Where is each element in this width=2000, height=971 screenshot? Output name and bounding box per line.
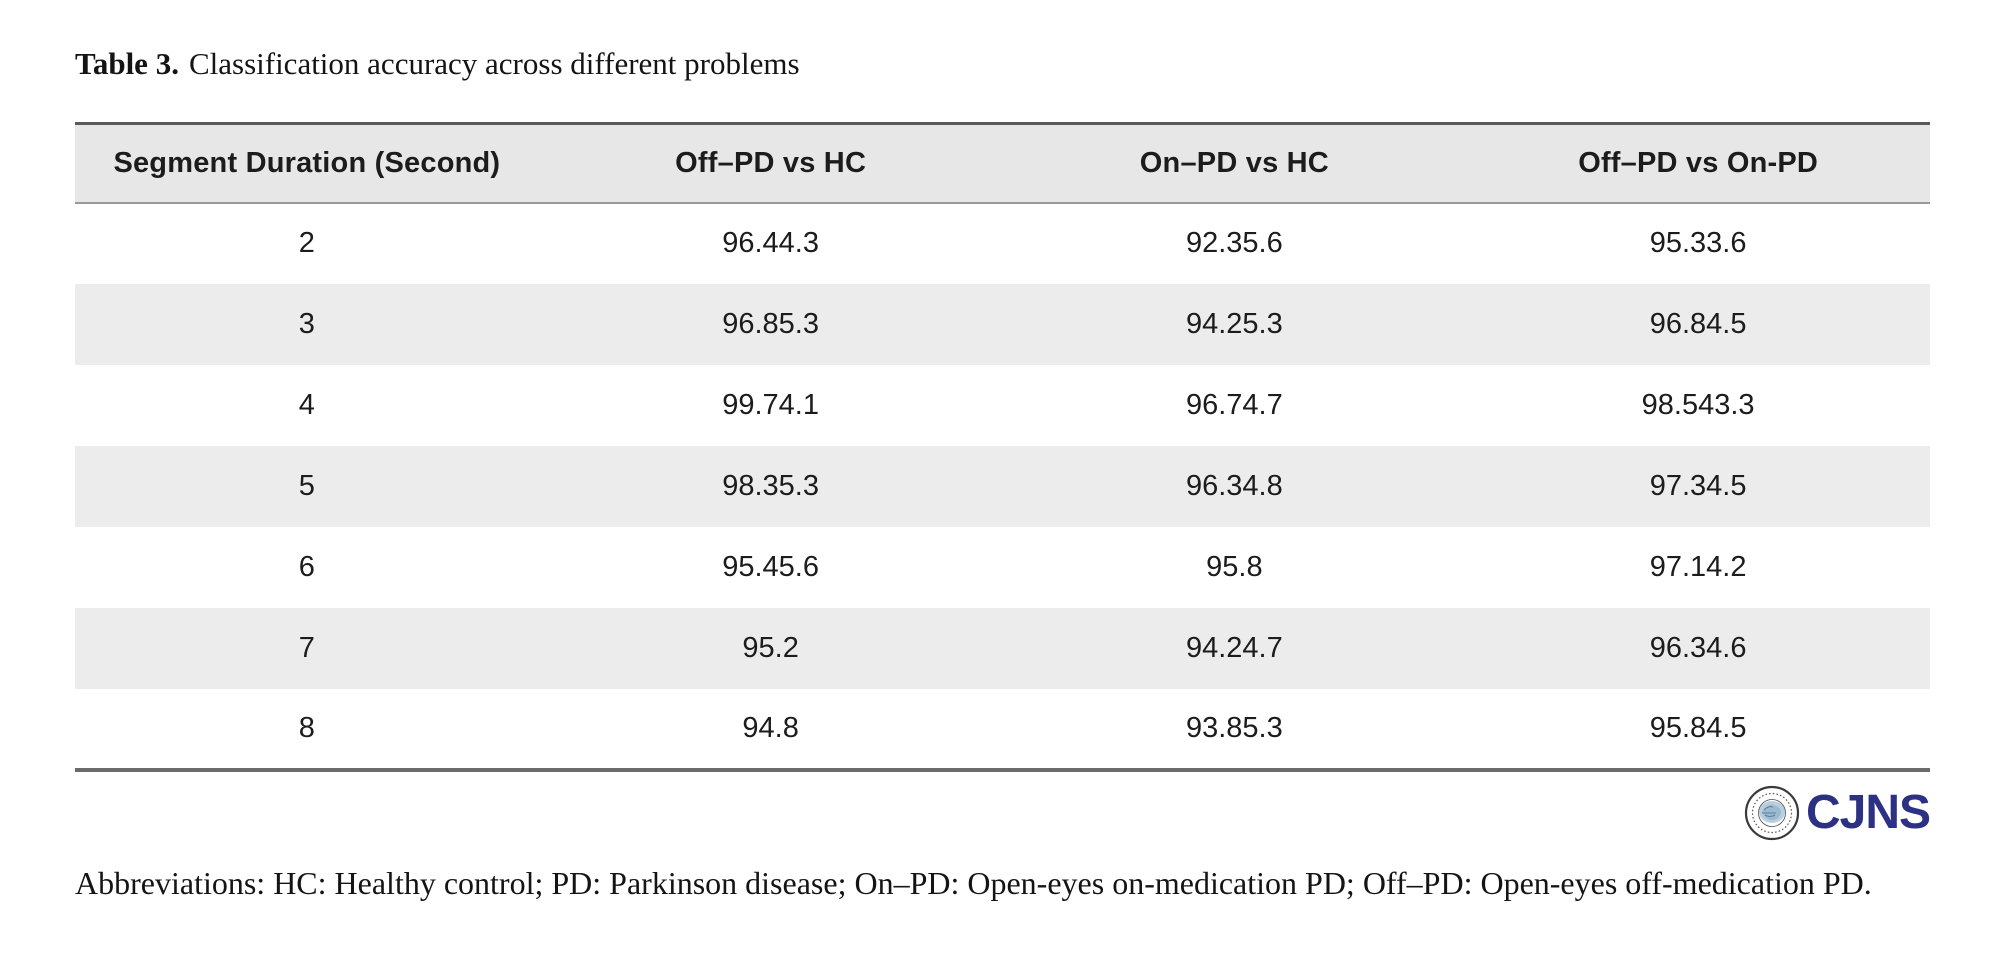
abbreviations-footnote: Abbreviations: HC: Healthy control; PD: … [75,864,1872,901]
table-cell: 97.34.5 [1649,469,1747,502]
table-cell: 2 [298,227,315,259]
table-row: 5 98.35.3 96.34.8 97.34.5 [75,445,1930,527]
table-cell: 94.25.3 [1185,307,1283,340]
cjns-seal-icon [1744,785,1800,840]
table-cell: 96.34.6 [1649,631,1747,664]
table-cell: 8 [298,711,315,744]
table-body: 2 96.44.3 92.35.6 95.33.6 3 96.85.3 94.2… [75,202,1930,770]
table-cell: 96.74.7 [1185,388,1283,421]
table-cell: 94.8 [742,711,799,744]
table-cell: 95.84.5 [1649,711,1747,744]
table-row: 8 94.8 93.85.3 95.84.5 [75,688,1930,770]
table-cell: 3 [298,307,315,340]
table-cell: 95.8 [1206,550,1263,583]
header-cell-offpd-vs-hc: Off–PD vs HC [675,146,867,179]
table-cell: 98.543.3 [1641,388,1755,421]
table-cell: 4 [298,388,315,421]
table-header: Segment Duration (Second) Off–PD vs HC O… [75,123,1930,203]
table-cell: 95.2 [742,631,799,664]
header-cell-segment-duration: Segment Duration (Second) [113,146,501,179]
paper-page: Table 3. Classification accuracy across d… [75,44,1931,901]
table-cell: 96.84.5 [1649,307,1747,340]
table-caption-text: Classification accuracy across different… [188,46,800,81]
table-cell: 97.14.2 [1649,550,1747,583]
header-row: Segment Duration (Second) Off–PD vs HC O… [75,123,1930,203]
table-cell: 96.34.8 [1185,469,1283,502]
table-row: 7 95.2 94.24.7 96.34.6 [75,607,1930,689]
table-row: 3 96.85.3 94.25.3 96.84.5 [75,283,1930,365]
table-cell: 92.35.6 [1185,227,1283,259]
journal-logo-text: CJNS [1805,785,1931,839]
table-cell: 98.35.3 [722,469,819,502]
table-cell: 96.44.3 [722,227,819,259]
table-cell: 93.85.3 [1185,711,1283,744]
table-cell: 6 [298,550,315,583]
table-cell: 99.74.1 [722,388,819,421]
table-cell: 94.24.7 [1185,631,1283,664]
table-cell: 95.33.6 [1649,227,1747,259]
classification-accuracy-table: Segment Duration (Second) Off–PD vs HC O… [75,122,1930,772]
table-row: 4 99.74.1 96.74.7 98.543.3 [75,364,1930,446]
table-row: 2 96.44.3 92.35.6 95.33.6 [75,202,1930,284]
journal-logo: CJNS [75,782,1931,844]
header-cell-onpd-vs-hc: On–PD vs HC [1139,146,1329,179]
table-caption-label: Table 3. [75,46,179,81]
table-row: 6 95.45.6 95.8 97.14.2 [75,526,1930,608]
table-cell: 96.85.3 [722,307,819,340]
table-cell: 5 [298,469,315,502]
table-caption: Table 3. Classification accuracy across d… [75,44,1930,84]
table-cell: 95.45.6 [722,550,819,583]
header-cell-offpd-vs-onpd: Off–PD vs On-PD [1578,146,1819,179]
table-cell: 7 [298,631,315,664]
